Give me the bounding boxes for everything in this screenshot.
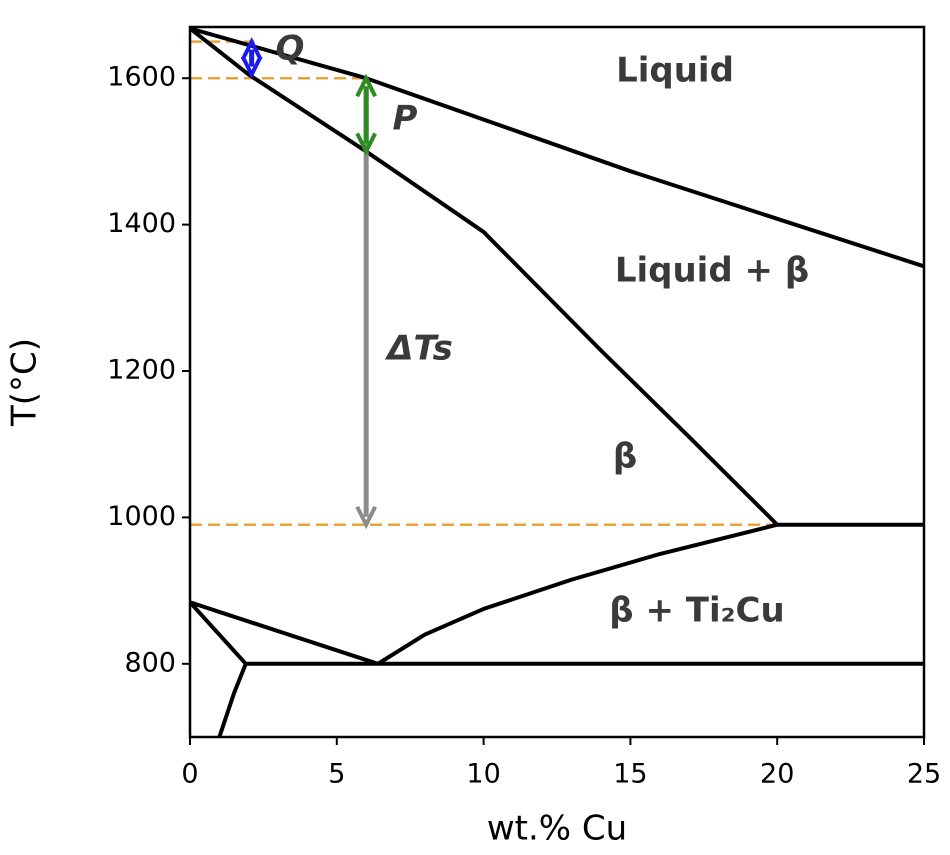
y-axis-label: T(°C)	[5, 338, 45, 427]
annotation: β	[613, 437, 637, 477]
annotation: β + Ti₂Cu	[609, 591, 784, 631]
annotation: Liquid	[616, 51, 734, 91]
plot-frame	[188, 25, 926, 739]
annotation: Q	[276, 29, 305, 69]
annotation: ΔTs	[384, 329, 453, 369]
x-tick-label: 20	[760, 759, 794, 790]
phase-boundary	[217, 663, 248, 737]
phase-boundary	[190, 27, 779, 527]
annotation: P	[393, 99, 418, 139]
plot-area	[190, 27, 924, 737]
y-tick-label: 1200	[107, 355, 176, 386]
phase-boundary	[190, 600, 379, 666]
annotation: Liquid + β	[615, 251, 809, 291]
arrow-head	[240, 55, 263, 80]
y-tick-label: 800	[124, 647, 176, 678]
arrow-head	[355, 132, 377, 156]
phase-boundary	[190, 600, 248, 666]
phase-boundary	[190, 27, 924, 269]
y-tick-label: 1400	[107, 208, 176, 239]
x-tick-label: 0	[181, 759, 198, 790]
arrow-head	[355, 505, 377, 530]
x-tick-label: 10	[466, 759, 500, 790]
y-tick-label: 1600	[107, 62, 176, 93]
y-tick-label: 1000	[107, 501, 176, 532]
x-tick-label: 15	[613, 759, 647, 790]
x-tick-label: 25	[907, 759, 941, 790]
x-axis-label: wt.% Cu	[487, 809, 627, 849]
x-tick-label: 5	[328, 759, 345, 790]
arrow-head	[355, 73, 377, 98]
phase-boundary	[376, 522, 778, 666]
arrow-head	[240, 37, 263, 61]
